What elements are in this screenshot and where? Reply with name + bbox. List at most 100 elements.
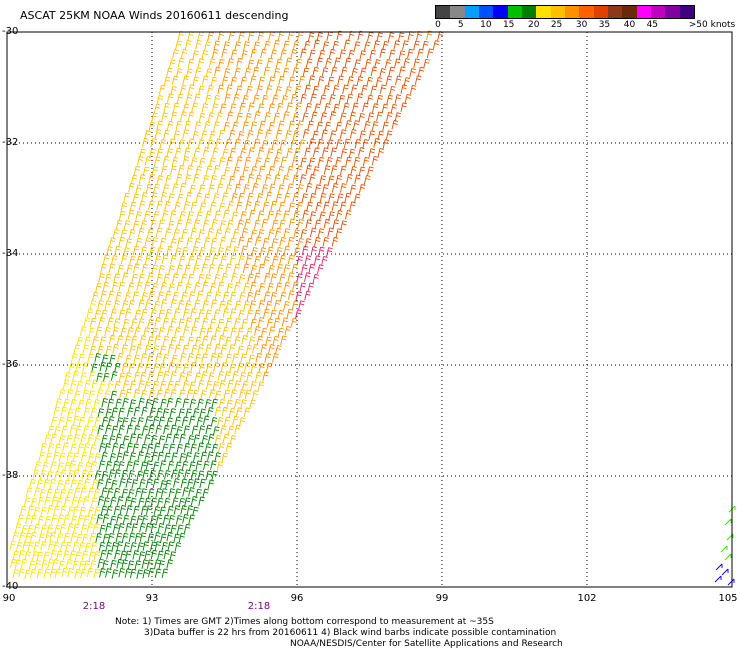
wind-barb [90,497,98,507]
wind-barb [149,469,156,480]
wind-barb [148,290,156,300]
wind-barb [118,407,125,418]
wind-barb [216,461,224,471]
wind-barb [323,165,331,175]
wind-barb [286,102,293,112]
wind-barb [173,533,180,544]
wind-barb [287,290,295,300]
wind-barb [210,352,217,363]
wind-barb [217,264,224,274]
wind-barb [123,220,131,230]
wind-barb [86,523,94,533]
wind-barb [330,66,338,77]
wind-barb [192,408,200,418]
wind-barb [150,219,157,230]
wind-barb [316,57,324,68]
wind-barb [152,380,160,391]
wind-barb [291,300,299,311]
wind-barb [159,460,167,470]
wind-barb [302,129,310,139]
wind-barb [330,147,337,157]
wind-barb [153,103,161,114]
wind-barb [188,291,196,301]
wind-barb [75,425,82,436]
wind-barb [283,228,291,238]
wind-barb [65,541,72,552]
wind-barb [346,174,353,184]
wind-barb [122,380,130,390]
wind-barb [195,488,202,499]
wind-barb [714,575,722,583]
wind-barbs [9,30,444,580]
wind-barb [261,184,269,194]
wind-barb [25,514,32,525]
wind-barb [138,551,146,561]
wind-barb [135,237,143,248]
wind-barb [340,148,348,158]
wind-barb [237,130,245,141]
wind-barb [133,389,141,399]
wind-barb [205,291,213,302]
wind-barb [213,94,221,105]
wind-barb [97,496,105,506]
wind-barb [36,551,44,562]
wind-barb [168,265,175,275]
wind-barb [164,200,171,211]
wind-barb [162,317,170,328]
wind-barb [159,345,167,355]
wind-barb [154,255,162,265]
wind-barb [326,247,333,257]
wind-barb [159,506,166,517]
wind-barb [62,379,70,390]
wind-barb [90,407,97,418]
wind-barb [268,265,275,275]
wind-barb [264,112,271,122]
wind-barb [80,487,87,498]
wind-barb [140,389,148,400]
wind-barb [159,363,166,373]
wind-barb [67,408,74,418]
wind-barb [258,299,265,310]
wind-barb [211,254,219,265]
wind-barb [80,524,88,534]
wind-barb [164,452,171,463]
wind-barb [272,353,279,363]
wind-barb [163,76,171,87]
wind-barb [287,31,295,41]
wind-barb [96,514,103,524]
wind-barb [89,514,97,524]
wind-barb [166,531,173,542]
wind-barb [231,211,239,221]
wind-barb [30,531,37,542]
wind-barb [229,434,237,445]
wind-barb [230,327,237,337]
wind-barb [101,487,108,497]
wind-barb [167,505,174,516]
wind-barb [232,246,240,256]
wind-barb [168,488,176,498]
wind-barb [236,57,243,68]
wind-barb [263,256,270,266]
wind-barb [207,479,215,489]
wind-barb [118,461,125,471]
wind-barb [108,290,115,301]
wind-barb [240,210,247,221]
wind-barb [234,183,242,194]
wind-barb [28,560,36,570]
wind-barb [335,121,343,132]
wind-barb [277,184,285,194]
wind-barb [188,487,195,497]
wind-barb [296,201,304,212]
color-scale [435,5,695,19]
wind-barb [225,300,233,310]
wind-barb [237,219,244,230]
wind-barb [132,443,139,453]
wind-barb [219,103,227,113]
wind-barb [268,121,276,132]
wind-barb [141,263,149,274]
wind-barb [152,397,159,408]
wind-barb [165,308,172,319]
wind-barb [371,103,379,113]
wind-barb [384,58,392,69]
wind-barb [142,166,150,177]
